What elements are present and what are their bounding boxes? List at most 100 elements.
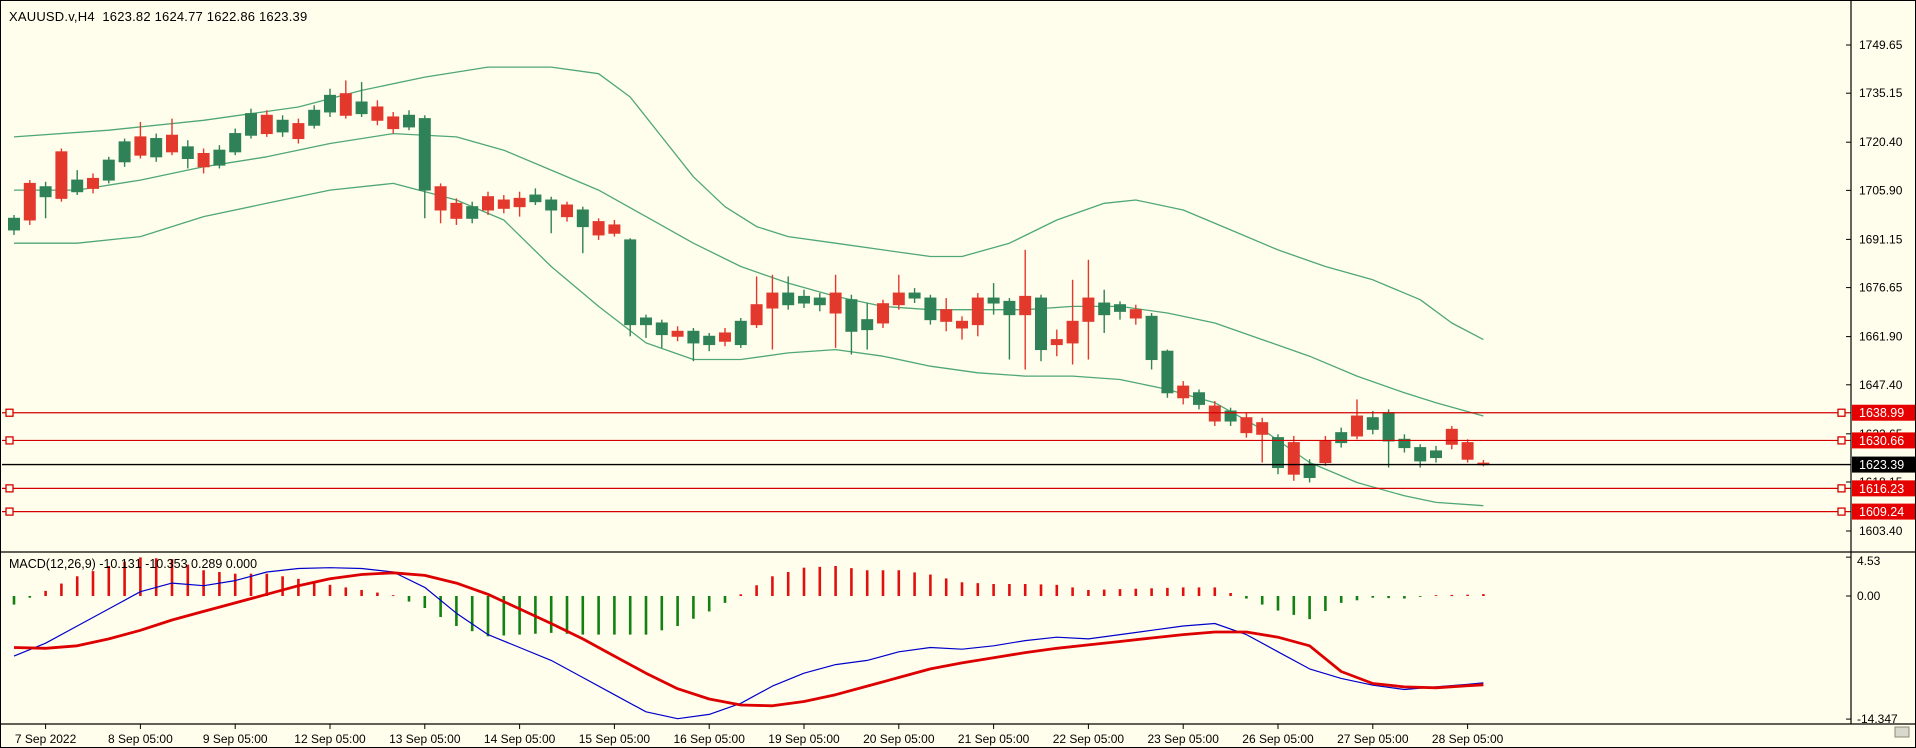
candle-body — [1145, 315, 1158, 361]
candle-body — [576, 209, 589, 228]
time-tick-label[interactable]: 12 Sep 05:00 — [294, 732, 366, 746]
candle-body — [561, 204, 573, 218]
candle-body — [719, 332, 731, 342]
bollinger-middle-band — [14, 132, 1484, 417]
time-tick-label[interactable]: 16 Sep 05:00 — [673, 732, 745, 746]
time-tick-label[interactable]: 21 Sep 05:00 — [958, 732, 1030, 746]
candle-body — [371, 106, 384, 121]
time-tick-label[interactable]: 23 Sep 05:00 — [1147, 732, 1219, 746]
time-tick-label[interactable]: 7 Sep 2022 — [15, 732, 77, 746]
candle-body — [1430, 450, 1442, 459]
candle-body — [1272, 437, 1284, 469]
candle-body — [1177, 385, 1190, 399]
macd-indicator-readout: MACD(12,26,9) -10.131 -10.353 0.289 0.00… — [9, 557, 258, 571]
candle-body — [1003, 300, 1016, 316]
macd-signal-line — [13, 571, 1484, 708]
candle-body — [403, 114, 415, 128]
candle-body — [892, 292, 905, 306]
candle-body — [23, 182, 36, 221]
time-tick-label[interactable]: 22 Sep 05:00 — [1053, 732, 1125, 746]
chart-shift-marker[interactable] — [1894, 726, 1910, 738]
candle-body — [150, 138, 163, 158]
price-tick-label: 1676.65 — [1859, 281, 1903, 295]
candle-body — [1319, 440, 1332, 464]
candle-body — [813, 297, 826, 306]
time-tick-label[interactable]: 19 Sep 05:00 — [768, 732, 840, 746]
candle-body — [339, 93, 352, 116]
time-tick-label[interactable]: 27 Sep 05:00 — [1337, 732, 1409, 746]
level-price-badge-text: 1630.66 — [1859, 434, 1904, 448]
bollinger-upper-band — [13, 66, 1484, 341]
candle-body — [924, 297, 937, 321]
time-tick-label[interactable]: 28 Sep 05:00 — [1432, 732, 1504, 746]
candle-body — [166, 134, 178, 153]
candle-body — [671, 330, 684, 337]
level-price-badge-bg — [1852, 480, 1915, 497]
hline-right-handle[interactable] — [1837, 507, 1846, 516]
candle-body — [877, 303, 889, 324]
candle-body — [134, 136, 147, 156]
hline-right-handle[interactable] — [1837, 408, 1846, 417]
candle-body — [1240, 417, 1253, 434]
candle-body — [987, 297, 1000, 304]
candle-body — [87, 177, 99, 189]
candle-body — [908, 292, 921, 299]
hline-right-handle[interactable] — [1837, 484, 1846, 493]
time-tick-label[interactable]: 13 Sep 05:00 — [389, 732, 461, 746]
candle-body — [545, 199, 558, 211]
candle-body — [655, 322, 668, 336]
candle-body — [387, 116, 400, 130]
candle-body — [1050, 339, 1063, 346]
candle-body — [1461, 442, 1474, 460]
price-tick-label: 1705.90 — [1859, 183, 1903, 197]
level-price-badge-text: 1616.23 — [1859, 482, 1904, 496]
hline-left-handle[interactable] — [5, 436, 14, 445]
time-tick-label[interactable]: 8 Sep 05:00 — [108, 732, 173, 746]
candle-body — [1445, 428, 1458, 445]
time-tick-label[interactable]: 9 Sep 05:00 — [203, 732, 268, 746]
candle-body — [1193, 392, 1205, 405]
candle-body — [450, 202, 463, 219]
hline-left-handle[interactable] — [5, 507, 14, 516]
hline-left-handle[interactable] — [5, 484, 14, 493]
candle-body — [1019, 295, 1032, 316]
candle-body — [513, 197, 526, 208]
level-price-badge-bg — [1852, 432, 1915, 449]
candle-body — [1414, 447, 1427, 462]
candle-body — [213, 149, 226, 166]
time-tick-label[interactable]: 20 Sep 05:00 — [863, 732, 935, 746]
hline-left-handle[interactable] — [5, 408, 14, 417]
level-price-badge-bg — [1852, 404, 1915, 421]
candle-body — [292, 123, 305, 140]
hline-right-handle[interactable] — [1837, 436, 1846, 445]
bollinger-lower-band — [14, 182, 1484, 507]
price-tick-label: 1661.90 — [1859, 330, 1903, 344]
price-tick-label: 1647.40 — [1859, 378, 1903, 392]
candle-body — [687, 330, 700, 344]
candle-body — [8, 217, 20, 231]
price-tick-label: 1735.15 — [1859, 86, 1903, 100]
candle-body — [1335, 432, 1348, 444]
candle-body — [308, 109, 321, 126]
candle-body — [766, 292, 779, 309]
candle-body — [845, 299, 858, 332]
candle-body — [640, 317, 652, 326]
candle-body — [1066, 320, 1079, 344]
candle-body — [1208, 405, 1221, 422]
price-tick-label: 1749.65 — [1859, 38, 1903, 52]
candle-body — [624, 239, 637, 326]
bid-price-badge-text: 1623.39 — [1859, 458, 1904, 472]
candle-body — [861, 319, 874, 331]
time-tick-label[interactable]: 26 Sep 05:00 — [1242, 732, 1314, 746]
time-tick-label[interactable]: 14 Sep 05:00 — [484, 732, 556, 746]
candle-body — [418, 118, 431, 191]
candle-body — [750, 304, 763, 326]
candle-body — [782, 292, 795, 306]
candle-body — [1098, 302, 1111, 316]
level-price-badge-text: 1638.99 — [1859, 406, 1904, 420]
candle-body — [734, 320, 747, 346]
macd-line — [13, 567, 1484, 720]
time-tick-label[interactable]: 15 Sep 05:00 — [579, 732, 651, 746]
